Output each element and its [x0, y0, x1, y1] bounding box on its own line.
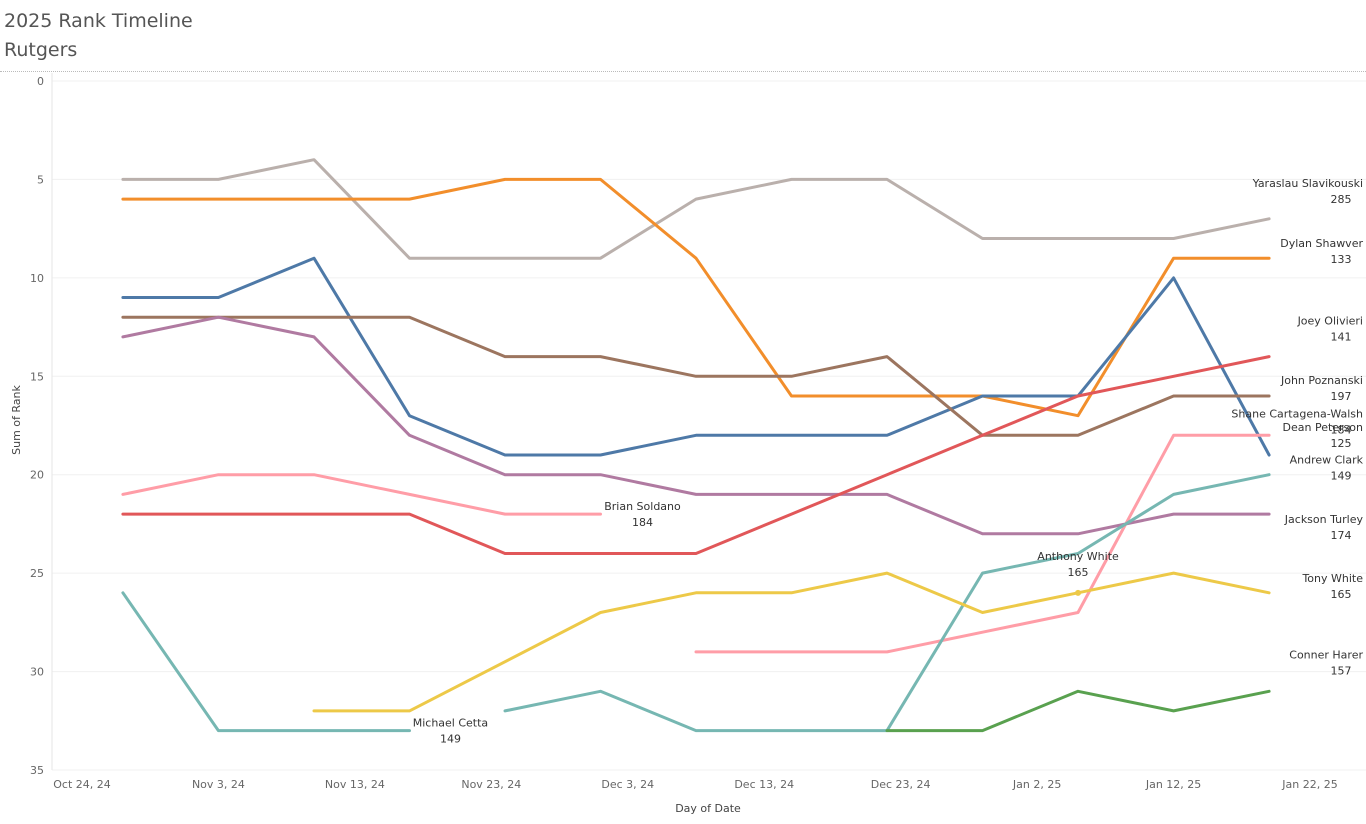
- x-tick-label: Dec 23, 24: [871, 778, 931, 791]
- series-label-value: 157: [1331, 664, 1352, 677]
- label-brian-soldano: Brian Soldano 184: [604, 500, 681, 529]
- series-line-john-poznanski: [121, 315, 1271, 437]
- series-label-value: 133: [1331, 253, 1352, 266]
- series-label-name: Andrew Clark: [1290, 454, 1364, 467]
- x-tick-label: Dec 13, 24: [734, 778, 794, 791]
- series-label-value: 174: [1331, 529, 1352, 542]
- label-michael-cetta: Michael Cetta 149: [413, 717, 488, 746]
- series-line-michael-cetta: [121, 591, 411, 733]
- y-tick-label: 30: [30, 666, 44, 679]
- label-jackson-turley: Jackson Turley 174: [1284, 513, 1364, 542]
- label-tony-white: Tony White 165: [1301, 572, 1363, 601]
- x-axis-title: Day of Date: [675, 802, 741, 815]
- series-label-name: Michael Cetta: [413, 717, 488, 730]
- series-line-brian-soldano: [121, 473, 602, 516]
- label-shane-cartagena-walsh: Shane Cartagena-Walsh 184: [1231, 407, 1363, 436]
- chart-subtitle: Rutgers: [4, 39, 78, 61]
- x-tick-label: Nov 3, 24: [192, 778, 245, 791]
- x-tick-label: Jan 12, 25: [1145, 778, 1201, 791]
- series-label-name: Conner Harer: [1289, 648, 1363, 661]
- series-lines: [121, 158, 1271, 733]
- label-conner-harer: Conner Harer 157: [1289, 648, 1363, 677]
- series-label-value: 165: [1331, 588, 1352, 601]
- y-tick-label: 20: [30, 469, 44, 482]
- y-tick-label: 25: [30, 567, 44, 580]
- y-tick-label: 15: [30, 370, 44, 383]
- series-label-value: 197: [1331, 390, 1352, 403]
- label-andrew-clark: Andrew Clark 149: [1290, 454, 1364, 483]
- series-line-dylan-shawver: [121, 177, 1271, 418]
- series-label-name: Dylan Shawver: [1280, 237, 1363, 250]
- series-label-value: 141: [1331, 331, 1352, 344]
- series-line-unlabeled-2: [121, 256, 1271, 457]
- series-label-name: Tony White: [1301, 572, 1363, 585]
- y-tick-label: 10: [30, 272, 44, 285]
- label-john-poznanski: John Poznanski 197: [1280, 374, 1363, 403]
- series-label-value: 285: [1331, 193, 1352, 206]
- label-joey-olivieri: Joey Olivieri 141: [1297, 315, 1363, 344]
- label-dean-peterson: Dean Peterson 125: [1283, 421, 1364, 450]
- y-axis-title: Sum of Rank: [10, 384, 23, 454]
- series-label-name: Shane Cartagena-Walsh: [1231, 407, 1363, 420]
- series-labels: Yaraslau Slavikouski 285 Dylan Shawver 133 J…: [413, 177, 1364, 746]
- title-divider: [0, 71, 1366, 72]
- grid-lines: [51, 73, 1366, 771]
- series-line-conner-harer: [885, 689, 1271, 733]
- series-line-shane-cartagena-walsh: [694, 433, 1271, 654]
- series-label-name: Brian Soldano: [604, 500, 681, 513]
- series-line-joey-olivieri: [121, 355, 1271, 555]
- series-label-value: 149: [440, 733, 461, 746]
- series-label-name: Yaraslau Slavikouski: [1252, 177, 1363, 190]
- series-line-tony-white: [312, 571, 1271, 713]
- label-dylan-shawver: Dylan Shawver 133: [1280, 237, 1363, 266]
- x-tick-label: Jan 2, 25: [1012, 778, 1061, 791]
- series-label-name: Anthony White: [1037, 550, 1119, 563]
- series-label-value: 149: [1331, 470, 1352, 483]
- x-tick-label: Oct 24, 24: [53, 778, 111, 791]
- series-label-name: Dean Peterson: [1283, 421, 1364, 434]
- series-label-name: Jackson Turley: [1284, 513, 1364, 526]
- y-tick-label: 35: [30, 764, 44, 777]
- series-label-value: 184: [632, 516, 653, 529]
- label-anthony-white: Anthony White 165: [1037, 550, 1119, 579]
- series-label-value: 184: [1331, 423, 1352, 436]
- series-label-name: Joey Olivieri: [1297, 315, 1363, 328]
- y-tick-label: 5: [37, 173, 44, 186]
- series-label-value: 125: [1331, 437, 1352, 450]
- x-axis-ticks: Oct 24, 24 Nov 3, 24 Nov 13, 24 Nov 23, 24 D…: [53, 778, 1337, 791]
- marker-anthony-white: [1075, 589, 1082, 596]
- x-tick-label: Dec 3, 24: [601, 778, 654, 791]
- series-line-jackson-turley: [121, 315, 1271, 536]
- series-line-yaraslau-slavikouski: [121, 158, 1271, 260]
- series-label-name: John Poznanski: [1280, 374, 1363, 387]
- label-yaraslau-slavikouski: Yaraslau Slavikouski 285: [1252, 177, 1363, 206]
- x-tick-label: Nov 13, 24: [325, 778, 385, 791]
- y-axis-ticks: 0 5 10 15 20 25 30 35: [30, 75, 44, 777]
- chart-title: 2025 Rank Timeline: [4, 10, 193, 32]
- x-tick-label: Jan 22, 25: [1281, 778, 1337, 791]
- y-tick-label: 0: [37, 75, 44, 88]
- x-tick-label: Nov 23, 24: [461, 778, 521, 791]
- series-label-value: 165: [1068, 566, 1089, 579]
